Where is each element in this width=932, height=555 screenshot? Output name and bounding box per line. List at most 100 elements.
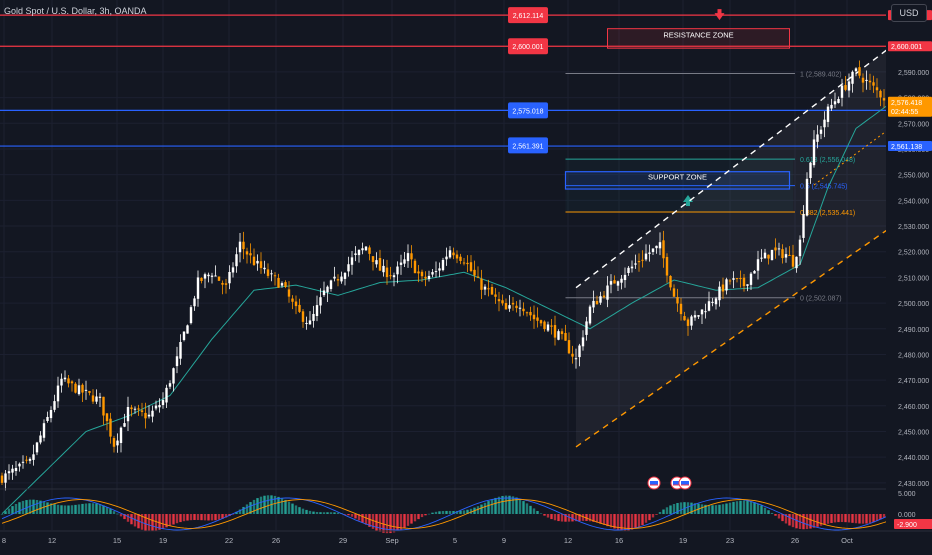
candle-body <box>207 274 210 277</box>
candle-body <box>406 253 410 262</box>
candle-body <box>819 129 823 134</box>
oscillator-bar <box>487 501 490 514</box>
candle-body <box>445 256 448 260</box>
candle-body <box>669 275 672 288</box>
oscillator-pane <box>0 488 893 534</box>
candle-body <box>749 273 753 285</box>
candle-body <box>844 85 847 90</box>
oscillator-bar <box>406 514 410 526</box>
candle-body <box>826 106 830 122</box>
oscillator-bar <box>357 514 361 521</box>
candle-body <box>487 288 490 290</box>
oscillator-bar <box>627 514 630 531</box>
currency-button[interactable]: USD <box>891 4 927 22</box>
candle-body <box>371 256 375 262</box>
channel-lower-line[interactable] <box>575 103 932 448</box>
candle-body <box>333 276 336 279</box>
candle-body <box>221 282 224 285</box>
candle-body <box>655 245 658 249</box>
event-markers[interactable] <box>647 476 692 490</box>
level-price-text: 2,561.138 <box>891 144 922 151</box>
zones[interactable]: RESISTANCE ZONE SUPPORT ZONE <box>564 9 791 207</box>
candle-body <box>616 281 620 286</box>
candle-body <box>0 475 4 483</box>
oscillator-bar <box>539 513 543 515</box>
fib-level-label: 1 (2,589.402) <box>800 71 842 78</box>
candle-body <box>882 98 886 101</box>
candle-body <box>74 383 77 393</box>
candle-body <box>39 435 42 443</box>
oscillator-bar <box>105 506 109 514</box>
oscillator-bar <box>217 514 221 520</box>
channel-upper-line[interactable] <box>575 0 932 289</box>
candle-body <box>193 298 196 307</box>
oscillator-bar <box>767 510 770 514</box>
candle-body <box>560 331 564 335</box>
oscillator-bar <box>655 514 658 515</box>
oscillator-bar <box>207 514 210 521</box>
oscillator-bar <box>151 514 154 532</box>
oscillator-bar <box>385 514 389 534</box>
oscillator-bar <box>711 505 714 514</box>
candle-body <box>126 407 130 422</box>
oscillator-bar <box>718 504 721 514</box>
oscillator-bar <box>242 506 245 514</box>
candle-body <box>602 295 606 298</box>
chart-price-label-text: 2,612.114 <box>513 13 544 20</box>
trend-channel[interactable] <box>575 0 932 448</box>
oscillator-bar <box>7 508 11 514</box>
oscillator-bar <box>49 503 53 514</box>
candle-body <box>683 316 686 321</box>
candle-body <box>581 337 585 347</box>
candle-body <box>578 345 581 358</box>
oscillator-bar <box>700 504 704 514</box>
resistance-zone[interactable] <box>607 28 790 49</box>
candle-body <box>84 389 88 391</box>
candle-body <box>690 316 693 326</box>
oscillator-bar <box>865 514 868 524</box>
oscillator-bar <box>123 514 126 520</box>
oscillator-bar <box>781 514 784 522</box>
candle-body <box>410 253 413 260</box>
candle-body <box>592 300 595 308</box>
price-tick-label: 2,430.000 <box>898 481 929 488</box>
oscillator-bar <box>462 510 466 514</box>
oscillator-bar <box>203 514 207 521</box>
support-zone[interactable] <box>564 171 791 190</box>
oscillator-bar <box>102 505 105 514</box>
oscillator-bar <box>284 499 287 514</box>
candle-body <box>200 277 203 282</box>
candle-body <box>396 266 399 275</box>
candle-body <box>242 241 245 250</box>
oscillator-bar <box>168 514 172 526</box>
oscillator-bar <box>620 514 623 531</box>
candle-body <box>641 259 644 261</box>
oscillator-bar <box>602 514 606 525</box>
candle-body <box>298 304 301 312</box>
oscillator-bar <box>403 514 406 528</box>
candle-body <box>46 416 49 422</box>
oscillator-bar <box>529 505 532 514</box>
oscillator-bar <box>690 502 693 514</box>
oscillator-bar <box>39 500 42 514</box>
oscillator-bar <box>847 514 851 523</box>
candle-body <box>746 284 749 286</box>
candle-body <box>823 119 826 128</box>
candle-body <box>4 473 7 483</box>
candle-body <box>210 275 214 277</box>
oscillator-bar <box>578 514 581 521</box>
price-tick-label: 2,460.000 <box>898 404 929 411</box>
time-axis[interactable]: 8 12 15 19 22 26 29 Sep 5 9 12 16 19 23 26 Oct <box>0 530 932 545</box>
candle-body <box>648 252 651 254</box>
candle-body <box>529 311 532 316</box>
oscillator-bar <box>0 514 4 515</box>
fibonacci-retracement[interactable]: 1 (2,589.402) 0.618 (2,556.048) 0.5 (2,545… <box>565 71 856 303</box>
oscillator-bar <box>91 503 95 514</box>
moving-average-line <box>1 102 892 515</box>
price-axis[interactable]: 2,430.000 2,440.000 2,450.000 2,460.000 2,47… <box>886 0 932 550</box>
oscillator-bar <box>581 514 585 521</box>
candle-body <box>434 271 438 273</box>
